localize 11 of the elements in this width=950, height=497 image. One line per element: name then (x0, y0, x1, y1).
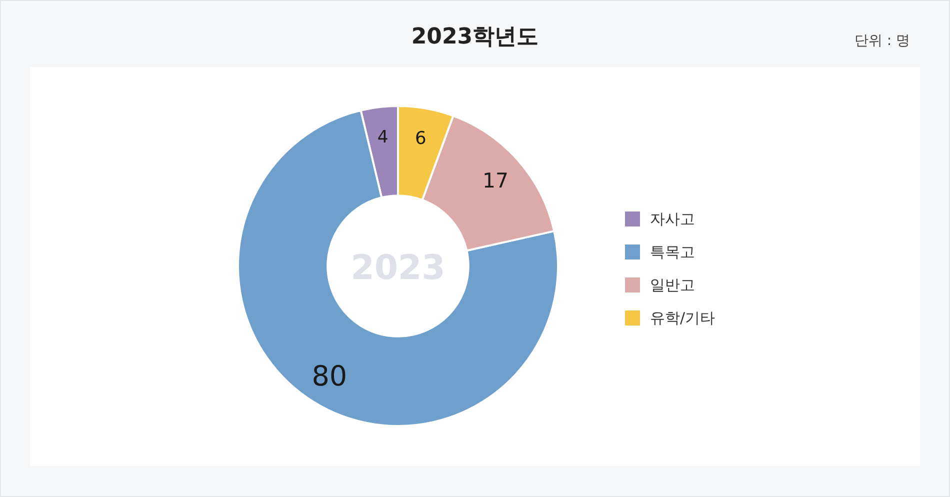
data-label: 4 (377, 127, 388, 148)
data-label: 6 (415, 128, 426, 149)
legend-label: 일반고 (650, 276, 695, 294)
donut-slice (237, 109, 559, 427)
legend-label: 특목고 (650, 243, 695, 261)
text: 단위 : 명 (854, 33, 910, 49)
legend-label: 유학/기타 (650, 309, 716, 327)
legend-label: 자사고 (650, 210, 695, 228)
chart-title: 2023학년도 (411, 24, 539, 50)
data-label: 80 (312, 359, 348, 392)
data-label: 17 (482, 168, 508, 193)
